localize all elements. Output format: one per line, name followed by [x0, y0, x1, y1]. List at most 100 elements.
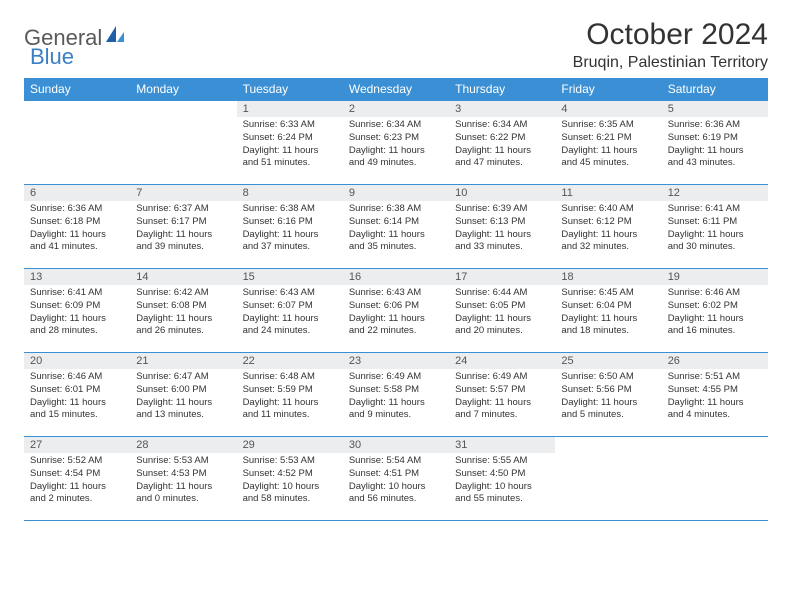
weekday-header: Saturday: [662, 78, 768, 101]
daylight-text: Daylight: 11 hours and 4 minutes.: [668, 397, 762, 423]
sunset-text: Sunset: 6:07 PM: [243, 300, 337, 313]
day-content: Sunrise: 6:41 AMSunset: 6:11 PMDaylight:…: [662, 201, 768, 258]
day-content: Sunrise: 6:34 AMSunset: 6:22 PMDaylight:…: [449, 117, 555, 174]
calendar-cell: 4Sunrise: 6:35 AMSunset: 6:21 PMDaylight…: [555, 101, 661, 185]
sunset-text: Sunset: 5:56 PM: [561, 384, 655, 397]
header: General October 2024 Bruqin, Palestinian…: [24, 18, 768, 72]
day-content: Sunrise: 6:33 AMSunset: 6:24 PMDaylight:…: [237, 117, 343, 174]
sunrise-text: Sunrise: 6:40 AM: [561, 203, 655, 216]
calendar-cell: 13Sunrise: 6:41 AMSunset: 6:09 PMDayligh…: [24, 269, 130, 353]
day-number: 20: [24, 353, 130, 369]
day-number: 12: [662, 185, 768, 201]
month-title: October 2024: [573, 18, 768, 52]
sunset-text: Sunset: 6:11 PM: [668, 216, 762, 229]
day-number: 21: [130, 353, 236, 369]
sunset-text: Sunset: 6:14 PM: [349, 216, 443, 229]
day-content: Sunrise: 6:42 AMSunset: 6:08 PMDaylight:…: [130, 285, 236, 342]
sunrise-text: Sunrise: 6:47 AM: [136, 371, 230, 384]
sunrise-text: Sunrise: 6:46 AM: [668, 287, 762, 300]
daylight-text: Daylight: 11 hours and 5 minutes.: [561, 397, 655, 423]
calendar-cell: 27Sunrise: 5:52 AMSunset: 4:54 PMDayligh…: [24, 437, 130, 521]
sunset-text: Sunset: 6:18 PM: [30, 216, 124, 229]
sunrise-text: Sunrise: 6:36 AM: [668, 119, 762, 132]
sunrise-text: Sunrise: 6:36 AM: [30, 203, 124, 216]
calendar-cell: 24Sunrise: 6:49 AMSunset: 5:57 PMDayligh…: [449, 353, 555, 437]
logo-text-blue: Blue: [30, 44, 74, 69]
calendar-cell: 3Sunrise: 6:34 AMSunset: 6:22 PMDaylight…: [449, 101, 555, 185]
sunrise-text: Sunrise: 6:44 AM: [455, 287, 549, 300]
day-number: 13: [24, 269, 130, 285]
calendar-cell: 11Sunrise: 6:40 AMSunset: 6:12 PMDayligh…: [555, 185, 661, 269]
daylight-text: Daylight: 11 hours and 15 minutes.: [30, 397, 124, 423]
sunset-text: Sunset: 6:16 PM: [243, 216, 337, 229]
daylight-text: Daylight: 11 hours and 41 minutes.: [30, 229, 124, 255]
day-number: 29: [237, 437, 343, 453]
sunrise-text: Sunrise: 6:33 AM: [243, 119, 337, 132]
weekday-header: Sunday: [24, 78, 130, 101]
sunrise-text: Sunrise: 6:42 AM: [136, 287, 230, 300]
day-content: Sunrise: 6:46 AMSunset: 6:02 PMDaylight:…: [662, 285, 768, 342]
sunrise-text: Sunrise: 6:45 AM: [561, 287, 655, 300]
day-content: Sunrise: 6:41 AMSunset: 6:09 PMDaylight:…: [24, 285, 130, 342]
daylight-text: Daylight: 11 hours and 28 minutes.: [30, 313, 124, 339]
day-number: 10: [449, 185, 555, 201]
sunrise-text: Sunrise: 6:41 AM: [668, 203, 762, 216]
day-content: Sunrise: 6:34 AMSunset: 6:23 PMDaylight:…: [343, 117, 449, 174]
sunset-text: Sunset: 4:51 PM: [349, 468, 443, 481]
calendar-cell: 12Sunrise: 6:41 AMSunset: 6:11 PMDayligh…: [662, 185, 768, 269]
day-number: 6: [24, 185, 130, 201]
day-content: Sunrise: 5:53 AMSunset: 4:52 PMDaylight:…: [237, 453, 343, 510]
sunrise-text: Sunrise: 6:35 AM: [561, 119, 655, 132]
weekday-header: Thursday: [449, 78, 555, 101]
daylight-text: Daylight: 11 hours and 16 minutes.: [668, 313, 762, 339]
sunrise-text: Sunrise: 5:55 AM: [455, 455, 549, 468]
daylight-text: Daylight: 11 hours and 9 minutes.: [349, 397, 443, 423]
calendar-table: SundayMondayTuesdayWednesdayThursdayFrid…: [24, 78, 768, 521]
calendar-row: 27Sunrise: 5:52 AMSunset: 4:54 PMDayligh…: [24, 437, 768, 521]
daylight-text: Daylight: 11 hours and 20 minutes.: [455, 313, 549, 339]
day-content: Sunrise: 6:39 AMSunset: 6:13 PMDaylight:…: [449, 201, 555, 258]
sunset-text: Sunset: 6:13 PM: [455, 216, 549, 229]
day-number: 4: [555, 101, 661, 117]
sunrise-text: Sunrise: 5:53 AM: [243, 455, 337, 468]
day-content: Sunrise: 5:55 AMSunset: 4:50 PMDaylight:…: [449, 453, 555, 510]
sunset-text: Sunset: 6:04 PM: [561, 300, 655, 313]
day-content: Sunrise: 5:52 AMSunset: 4:54 PMDaylight:…: [24, 453, 130, 510]
day-number: 7: [130, 185, 236, 201]
calendar-cell: 18Sunrise: 6:45 AMSunset: 6:04 PMDayligh…: [555, 269, 661, 353]
calendar-cell: 8Sunrise: 6:38 AMSunset: 6:16 PMDaylight…: [237, 185, 343, 269]
sunset-text: Sunset: 5:58 PM: [349, 384, 443, 397]
calendar-row: 6Sunrise: 6:36 AMSunset: 6:18 PMDaylight…: [24, 185, 768, 269]
sunrise-text: Sunrise: 6:39 AM: [455, 203, 549, 216]
sunrise-text: Sunrise: 6:38 AM: [243, 203, 337, 216]
sunset-text: Sunset: 4:54 PM: [30, 468, 124, 481]
day-number: 26: [662, 353, 768, 369]
sunset-text: Sunset: 4:52 PM: [243, 468, 337, 481]
daylight-text: Daylight: 11 hours and 39 minutes.: [136, 229, 230, 255]
day-number: 15: [237, 269, 343, 285]
sunrise-text: Sunrise: 6:43 AM: [349, 287, 443, 300]
day-content: Sunrise: 6:46 AMSunset: 6:01 PMDaylight:…: [24, 369, 130, 426]
sunset-text: Sunset: 6:02 PM: [668, 300, 762, 313]
sunset-text: Sunset: 4:53 PM: [136, 468, 230, 481]
day-content: Sunrise: 6:36 AMSunset: 6:18 PMDaylight:…: [24, 201, 130, 258]
sunrise-text: Sunrise: 5:54 AM: [349, 455, 443, 468]
day-number: 17: [449, 269, 555, 285]
logo-sail-icon: [104, 24, 126, 51]
calendar-cell: 28Sunrise: 5:53 AMSunset: 4:53 PMDayligh…: [130, 437, 236, 521]
sunrise-text: Sunrise: 6:34 AM: [455, 119, 549, 132]
calendar-cell: 31Sunrise: 5:55 AMSunset: 4:50 PMDayligh…: [449, 437, 555, 521]
sunrise-text: Sunrise: 6:41 AM: [30, 287, 124, 300]
sunrise-text: Sunrise: 6:34 AM: [349, 119, 443, 132]
daylight-text: Daylight: 11 hours and 35 minutes.: [349, 229, 443, 255]
day-number: 19: [662, 269, 768, 285]
day-content: Sunrise: 5:54 AMSunset: 4:51 PMDaylight:…: [343, 453, 449, 510]
weekday-header: Monday: [130, 78, 236, 101]
day-number: 28: [130, 437, 236, 453]
daylight-text: Daylight: 11 hours and 51 minutes.: [243, 145, 337, 171]
day-content: Sunrise: 6:38 AMSunset: 6:14 PMDaylight:…: [343, 201, 449, 258]
sunset-text: Sunset: 6:12 PM: [561, 216, 655, 229]
day-number: 9: [343, 185, 449, 201]
daylight-text: Daylight: 11 hours and 30 minutes.: [668, 229, 762, 255]
sunset-text: Sunset: 6:00 PM: [136, 384, 230, 397]
